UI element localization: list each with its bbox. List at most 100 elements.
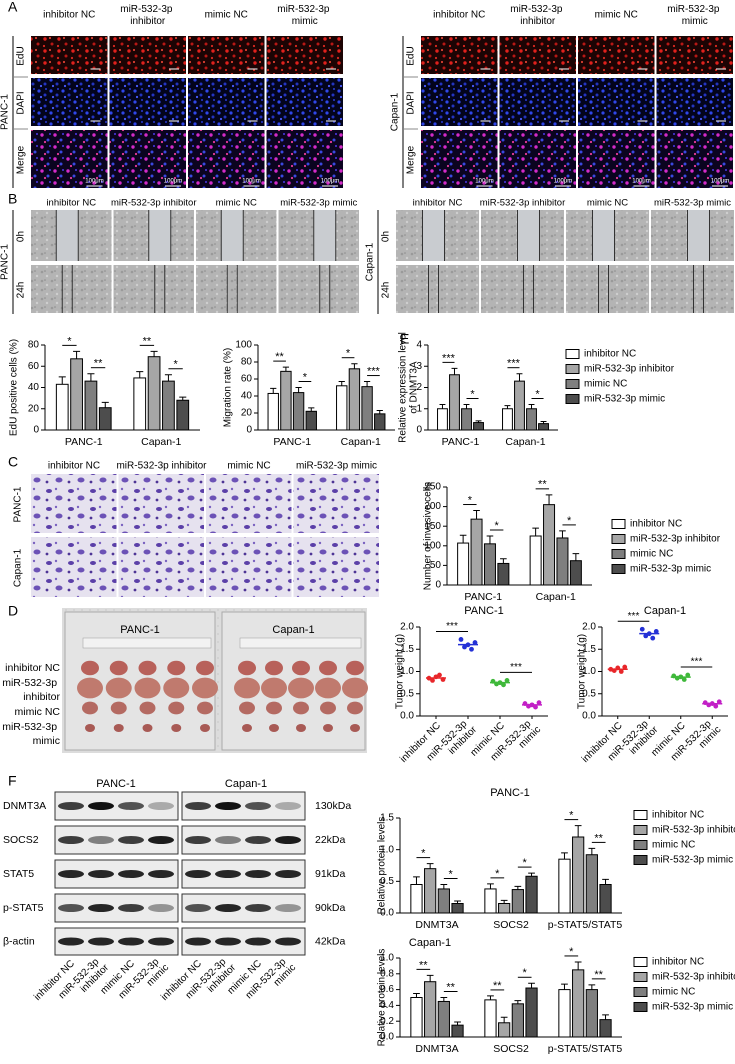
tumor bbox=[77, 677, 103, 699]
wound-gap bbox=[592, 210, 615, 261]
bar bbox=[305, 410, 317, 431]
error-bar bbox=[73, 350, 81, 359]
x-tick-label: Capan-1 bbox=[536, 591, 576, 603]
significance-label: * bbox=[470, 388, 475, 400]
error-bar bbox=[413, 876, 420, 885]
band bbox=[185, 904, 211, 912]
band bbox=[58, 802, 84, 810]
wound-image bbox=[113, 265, 194, 313]
x-tick-label: p-STAT5/STAT5 bbox=[548, 919, 623, 931]
error-bar bbox=[136, 371, 144, 378]
error-bar bbox=[486, 535, 494, 544]
error-bar bbox=[602, 878, 609, 885]
bar bbox=[497, 562, 510, 586]
error-bar bbox=[426, 863, 434, 869]
micrograph bbox=[499, 36, 576, 74]
y-tick-label: 4 bbox=[416, 340, 422, 351]
x-tick-label: SOCS2 bbox=[493, 919, 529, 931]
panel-label: F bbox=[8, 773, 17, 789]
row-group-label: PANC-1 bbox=[0, 244, 11, 280]
wound-image bbox=[396, 265, 479, 313]
x-tick-label: DNMT3A bbox=[415, 1043, 458, 1055]
error-bar bbox=[572, 553, 580, 561]
tumor bbox=[315, 677, 341, 699]
micrograph bbox=[656, 36, 733, 74]
bar bbox=[483, 543, 496, 586]
tumor bbox=[350, 724, 360, 732]
band bbox=[275, 802, 301, 810]
band bbox=[58, 937, 84, 946]
point bbox=[622, 664, 628, 670]
legend-label: mimic NC bbox=[652, 840, 695, 851]
y-axis-label: Relative expression level bbox=[398, 332, 409, 443]
tumor bbox=[192, 677, 218, 699]
wound-gap bbox=[517, 210, 540, 261]
band bbox=[58, 836, 84, 844]
error-bar bbox=[439, 404, 446, 409]
band bbox=[275, 904, 301, 912]
bar bbox=[572, 969, 585, 1038]
band bbox=[148, 870, 174, 878]
error-bar bbox=[451, 367, 458, 375]
bar bbox=[280, 370, 292, 431]
panel-label: C bbox=[8, 454, 18, 470]
column-header: miR-532-3p mimic bbox=[280, 198, 357, 209]
wound-image bbox=[278, 265, 359, 313]
micrograph bbox=[188, 130, 265, 188]
band bbox=[118, 904, 144, 912]
point bbox=[639, 626, 645, 632]
band bbox=[88, 836, 114, 844]
tumor bbox=[142, 724, 153, 732]
panel-label: D bbox=[8, 603, 18, 619]
point bbox=[536, 700, 542, 706]
point bbox=[490, 678, 496, 684]
scale-bar-label: 100μm bbox=[321, 179, 339, 185]
y-tick-label: 0.2 bbox=[380, 1016, 394, 1027]
y-tick-label: 60 bbox=[241, 374, 253, 385]
point bbox=[646, 631, 652, 637]
error-bar bbox=[351, 363, 358, 369]
bar bbox=[525, 987, 538, 1038]
tumor bbox=[167, 660, 186, 676]
bar bbox=[502, 408, 513, 431]
y-tick-label: 0.5 bbox=[380, 876, 394, 887]
panel-label: E bbox=[400, 331, 409, 347]
band bbox=[118, 937, 144, 946]
point bbox=[497, 680, 503, 686]
legend-swatch bbox=[565, 379, 580, 389]
tumor bbox=[139, 701, 156, 715]
bar bbox=[498, 1022, 511, 1038]
transwell-image bbox=[206, 537, 292, 597]
y-tick-label: 150 bbox=[424, 521, 441, 532]
significance-label: ** bbox=[594, 832, 603, 844]
error-bar bbox=[500, 899, 508, 904]
x-tick-label: DNMT3A bbox=[415, 919, 458, 931]
point bbox=[465, 642, 471, 648]
significance-label: * bbox=[468, 494, 473, 506]
error-bar bbox=[574, 961, 582, 970]
column-header: inhibitor NC bbox=[433, 10, 485, 21]
y-tick-label: 20 bbox=[28, 403, 40, 414]
protein-label: SOCS2 bbox=[3, 834, 39, 846]
significance-label: *** bbox=[628, 611, 640, 622]
significance-label: * bbox=[495, 868, 500, 880]
error-bar bbox=[426, 974, 434, 982]
y-tick-label: 1.5 bbox=[400, 644, 414, 655]
y-axis-label: Tumor weight (g) bbox=[577, 634, 588, 709]
significance-label: *** bbox=[510, 662, 522, 673]
x-tick-label: Capan-1 bbox=[505, 436, 545, 448]
point bbox=[458, 637, 464, 642]
error-bar bbox=[487, 995, 494, 1000]
x-tick-label: PANC-1 bbox=[442, 436, 480, 448]
row-group-label: PANC-1 bbox=[0, 94, 11, 130]
size-label: 91kDa bbox=[315, 868, 346, 880]
error-bar bbox=[338, 381, 345, 386]
micrograph bbox=[31, 78, 108, 126]
point bbox=[529, 702, 535, 708]
bar bbox=[374, 413, 386, 431]
error-bar bbox=[164, 374, 172, 382]
band bbox=[215, 937, 241, 946]
row-label: mimic NC bbox=[15, 706, 61, 718]
error-bar bbox=[363, 381, 371, 387]
